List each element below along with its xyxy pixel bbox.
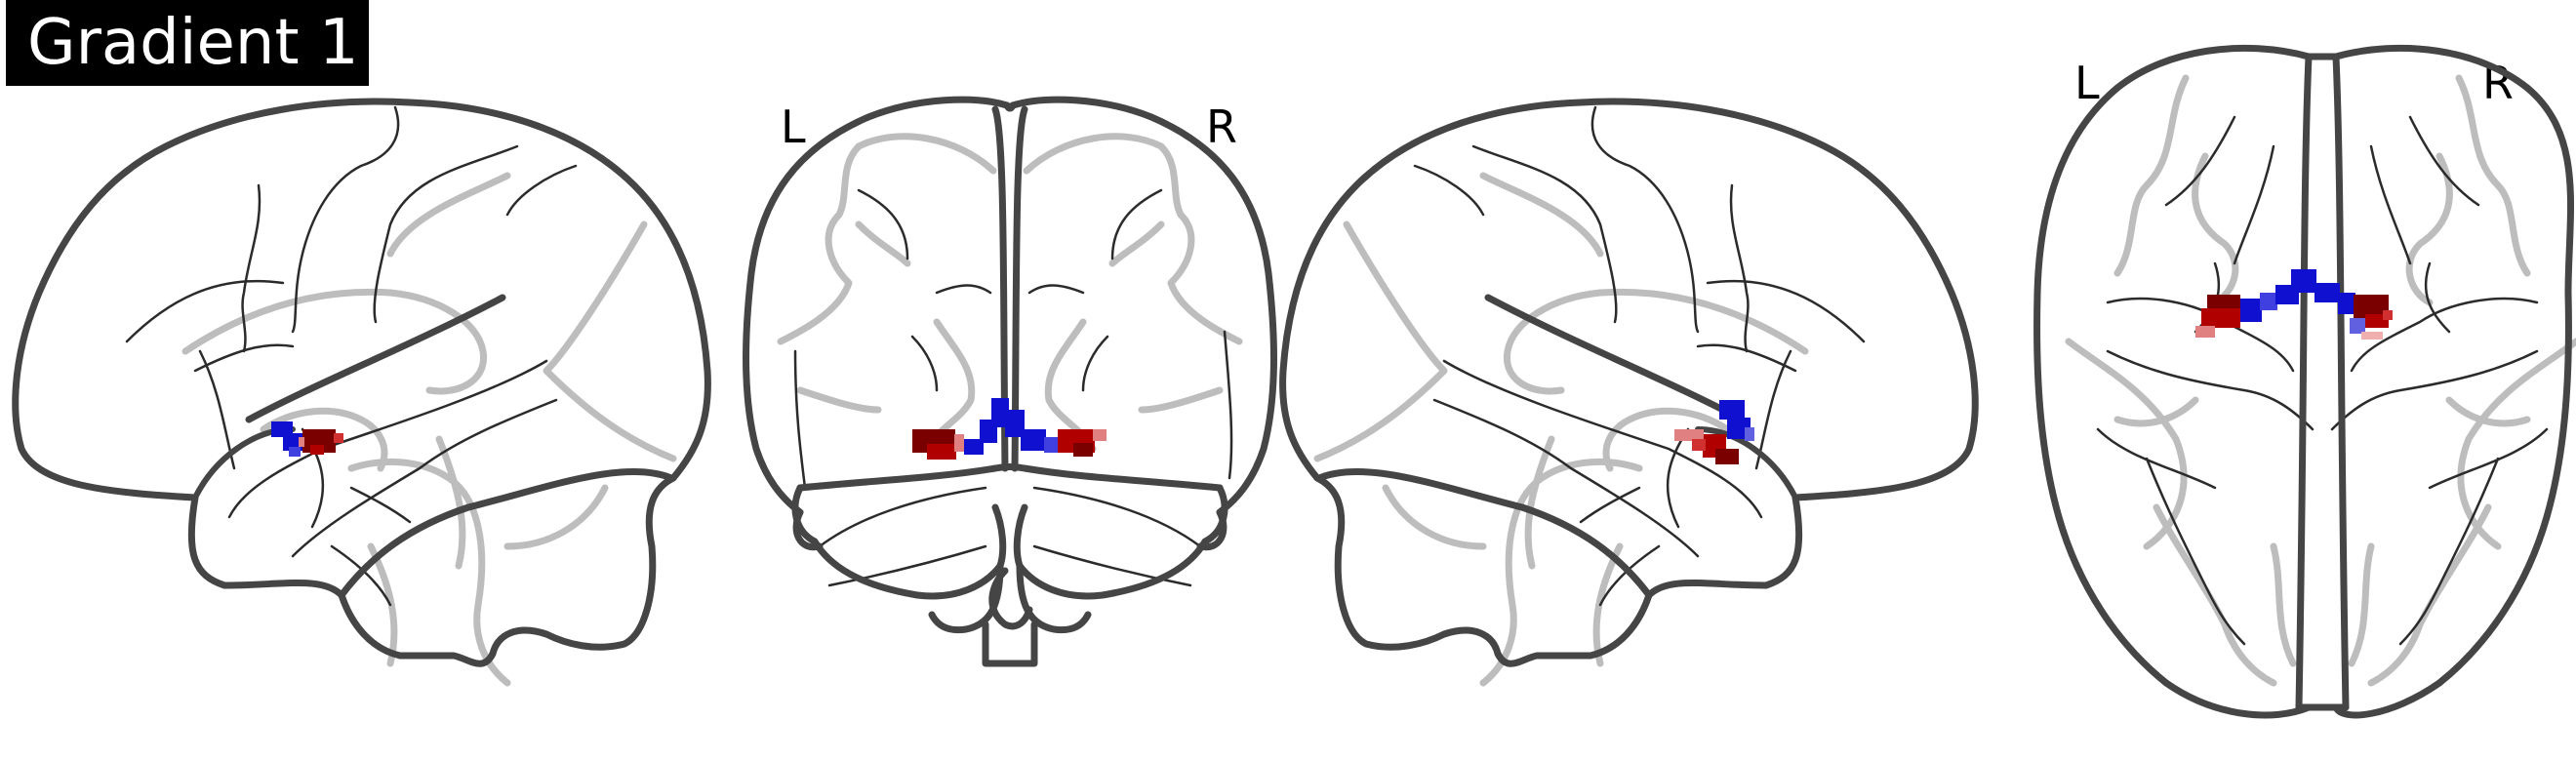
coronal-view [743, 96, 1277, 667]
left-sagittal-view [12, 98, 711, 687]
coronal-sulci [793, 188, 1233, 587]
coronal-left-label: L [781, 100, 806, 153]
right-sagittal-outline [1279, 98, 1979, 667]
coronal-outline [743, 96, 1277, 667]
figure-title: Gradient 1 [6, 0, 369, 86]
right-sagittal-view [1279, 98, 1979, 687]
axial-sulci [2096, 115, 2549, 646]
right-sagittal-temporal-contour [1695, 426, 1798, 501]
axial-activation [2195, 269, 2393, 340]
left-sagittal-sylvian-fissure [245, 294, 506, 423]
coronal-glass-structures [777, 133, 1243, 453]
coronal-activation [912, 398, 1107, 460]
right-sagittal-sylvian-fissure [1484, 294, 1746, 423]
left-sagittal-activation [271, 421, 343, 457]
left-sagittal-outline [12, 98, 711, 667]
axial-outline [2033, 44, 2575, 719]
left-sagittal-glass-structures [181, 172, 677, 687]
axial-glass-structures [2065, 74, 2576, 687]
axial-left-label: L [2074, 57, 2100, 109]
axial-view [2033, 44, 2576, 719]
coronal-right-label: R [1206, 100, 1237, 153]
left-sagittal-temporal-contour [192, 426, 296, 501]
right-sagittal-activation [1674, 400, 1754, 464]
